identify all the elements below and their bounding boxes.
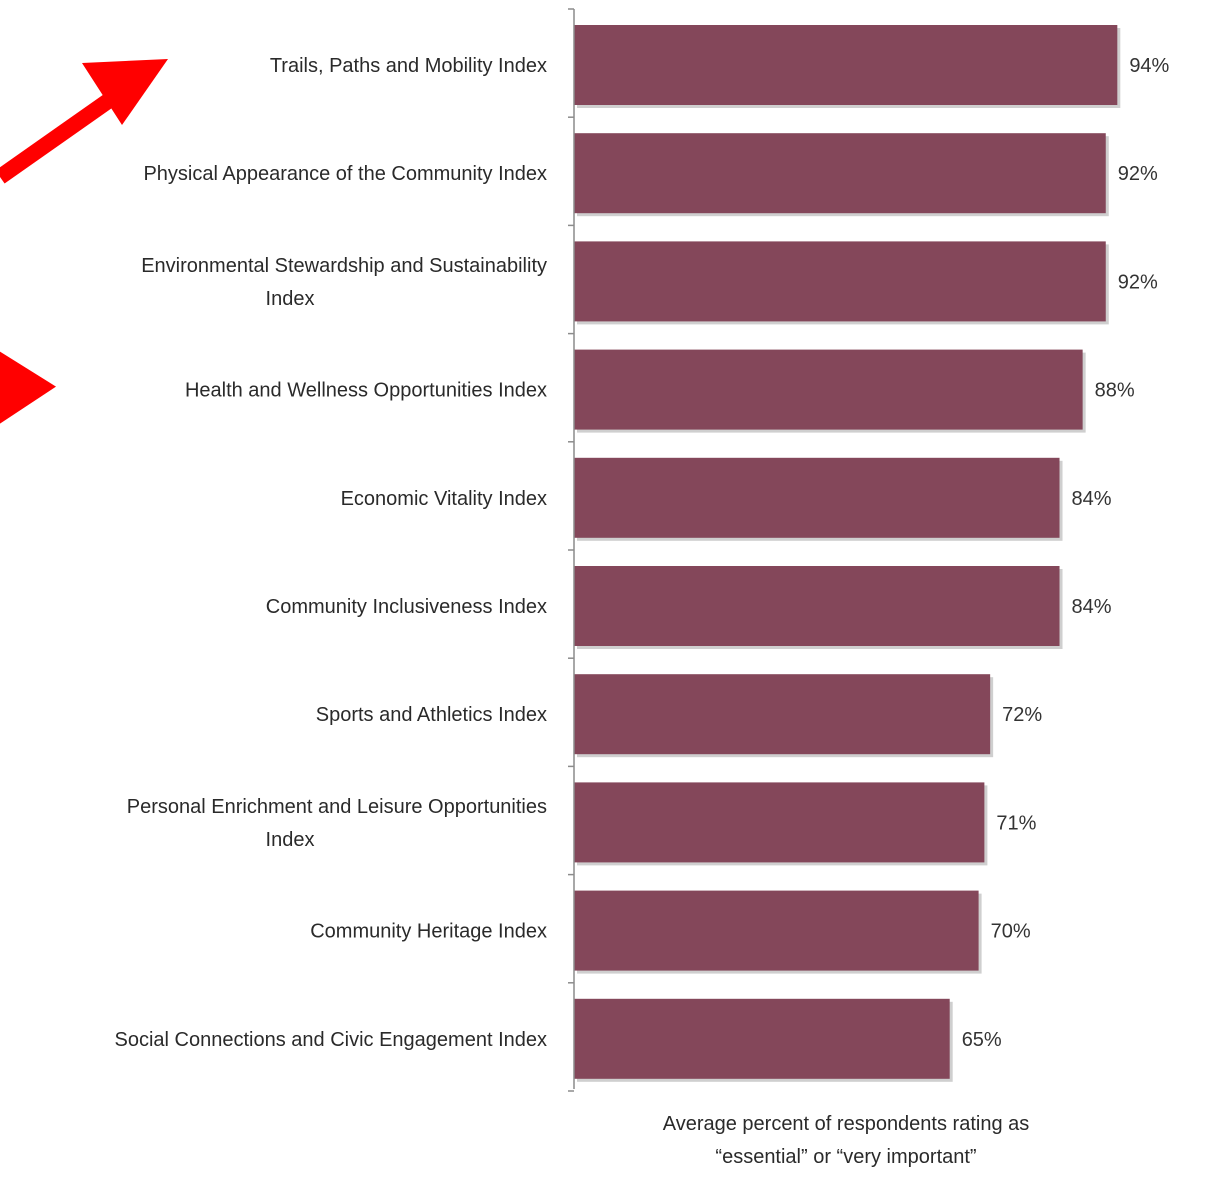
- x-axis-label-line: Average percent of respondents rating as: [663, 1113, 1030, 1135]
- bar: [574, 241, 1106, 322]
- annotation-arrow-head: [82, 59, 168, 125]
- y-axis: [568, 8, 575, 1092]
- annotation-arrow-shaft: [0, 80, 133, 184]
- category-label: Trails, Paths and Mobility Index: [270, 55, 547, 77]
- x-axis-label-line: “essential” or “very important”: [715, 1146, 976, 1168]
- value-label: 88%: [1095, 380, 1135, 402]
- bar: [574, 998, 950, 1079]
- value-label: 71%: [996, 812, 1036, 834]
- bar: [574, 890, 979, 971]
- category-label: Index: [266, 829, 315, 851]
- category-label: Social Connections and Civic Engagement …: [115, 1029, 547, 1051]
- bar: [574, 133, 1106, 214]
- bar: [574, 566, 1060, 646]
- bars-layer: [574, 25, 1121, 1082]
- category-label: Index: [266, 288, 315, 310]
- value-label: 70%: [991, 921, 1031, 943]
- bar: [574, 457, 1060, 538]
- category-label: Health and Wellness Opportunities Index: [185, 380, 547, 402]
- value-label: 72%: [1002, 704, 1042, 726]
- bar: [574, 674, 991, 755]
- category-label: Sports and Athletics Index: [316, 704, 547, 726]
- annotation-arrow-head: [0, 351, 56, 424]
- value-label: 84%: [1072, 596, 1112, 618]
- bar: [574, 25, 1118, 105]
- category-label: Environmental Stewardship and Sustainabi…: [141, 255, 547, 277]
- category-label: Community Inclusiveness Index: [266, 596, 547, 618]
- value-label: 65%: [962, 1029, 1002, 1051]
- value-labels-layer: 94% 92% 92% 88% 84% 84% 72% 71% 70% 65%: [962, 55, 1170, 1051]
- bar: [574, 349, 1083, 430]
- category-label: Community Heritage Index: [310, 921, 547, 943]
- value-label: 92%: [1118, 271, 1158, 293]
- bar: [574, 782, 985, 863]
- category-label: Economic Vitality Index: [341, 488, 547, 510]
- category-label: Physical Appearance of the Community Ind…: [143, 163, 547, 185]
- x-axis-label: Average percent of respondents rating as…: [663, 1113, 1030, 1168]
- value-label: 84%: [1072, 488, 1112, 510]
- value-label: 94%: [1129, 55, 1169, 77]
- category-label: Personal Enrichment and Leisure Opportun…: [127, 796, 547, 818]
- category-labels-layer: Trails, Paths and Mobility Index Physical…: [115, 55, 547, 1051]
- value-label: 92%: [1118, 163, 1158, 185]
- annotation-arrows-layer: [0, 59, 168, 424]
